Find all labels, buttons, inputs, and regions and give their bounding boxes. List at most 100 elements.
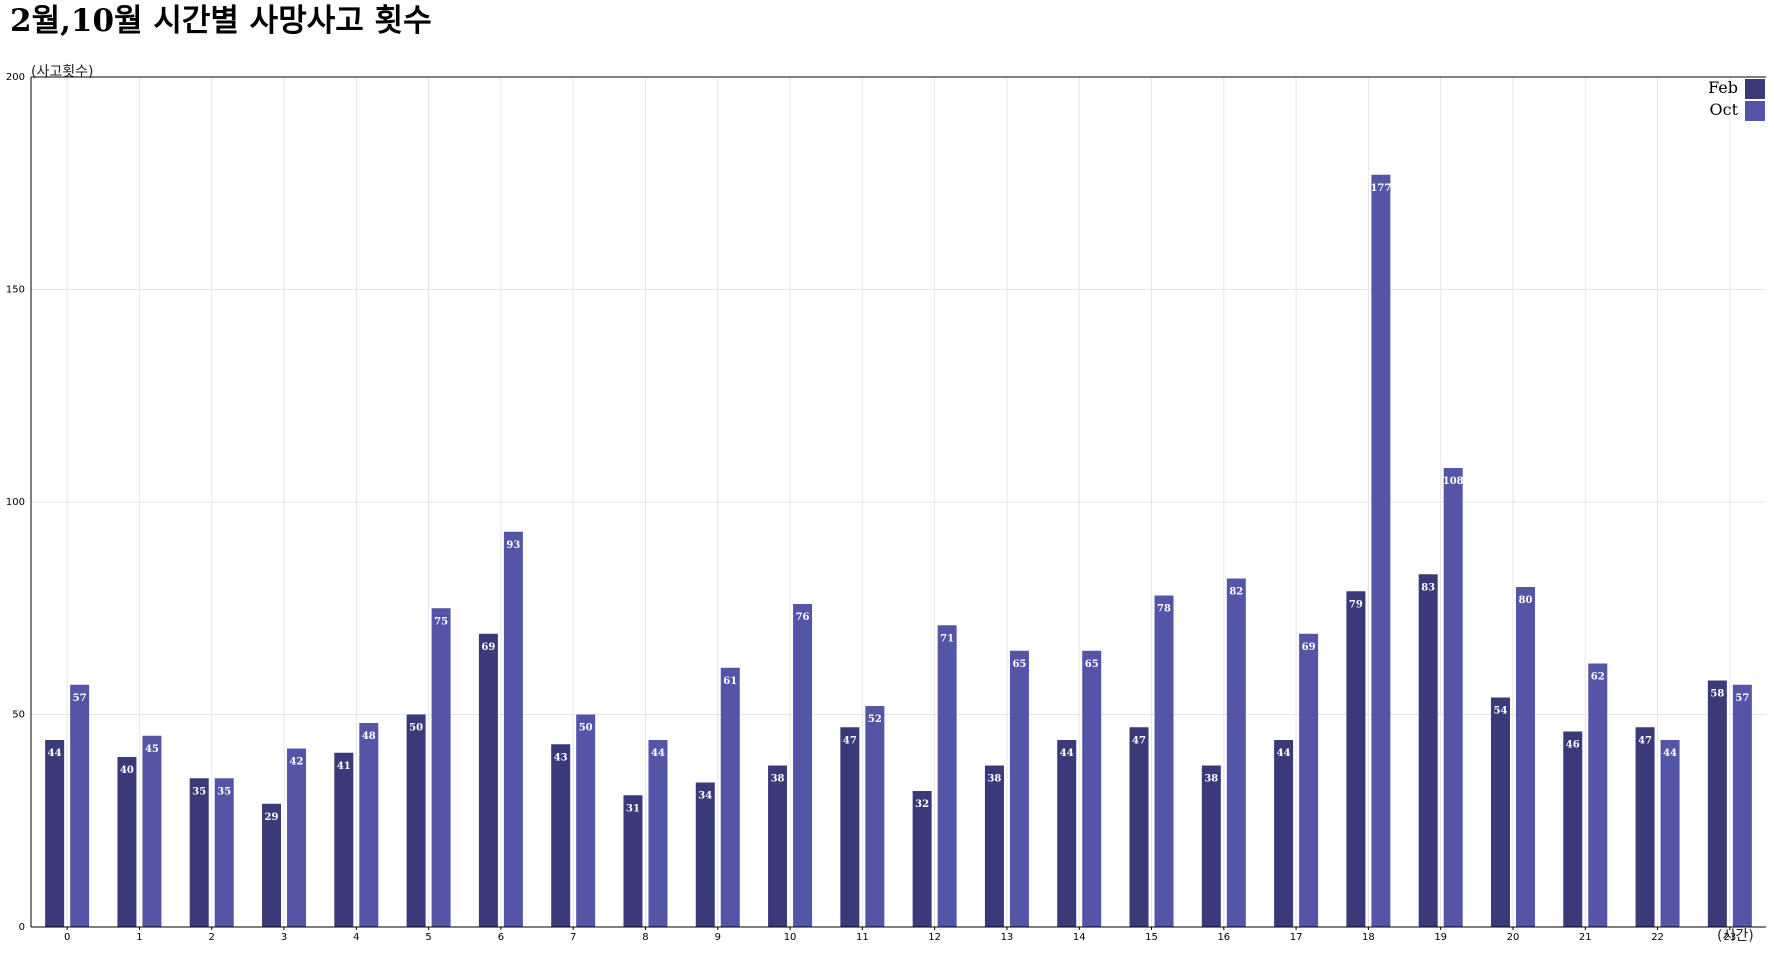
bar-value-label: 32 (915, 799, 929, 810)
bar-value-label: 69 (481, 642, 495, 653)
bar-value-label: 44 (1060, 748, 1074, 759)
bar-value-label: 35 (192, 786, 206, 797)
bar-value-label: 34 (698, 791, 712, 802)
bar-value-label: 62 (1591, 672, 1605, 683)
bar-oct-14 (1082, 650, 1102, 927)
bar-feb-1 (117, 757, 137, 927)
bar-oct-11 (865, 706, 885, 927)
bar-value-label: 44 (1663, 748, 1677, 759)
y-tick-label: 50 (12, 710, 25, 721)
bar-value-label: 50 (579, 723, 593, 734)
bar-value-label: 44 (651, 748, 665, 759)
x-tick-label: 5 (425, 932, 431, 943)
bars: 44 57 40 45 35 35 29 42 41 48 50 75 69 93 43 50 31 44 34 61… (45, 174, 1752, 927)
bar-value-label: 46 (1566, 740, 1580, 751)
x-tick-label: 4 (353, 932, 359, 943)
bar-oct-19 (1443, 468, 1463, 927)
bar-feb-21 (1563, 731, 1583, 927)
bar-feb-3 (262, 803, 282, 927)
bar-value-label: 82 (1229, 587, 1243, 598)
bar-value-label: 45 (145, 744, 159, 755)
bar-feb-20 (1490, 697, 1510, 927)
bar-value-label: 58 (1710, 689, 1724, 700)
x-tick-label: 16 (1217, 932, 1230, 943)
bar-oct-16 (1226, 578, 1246, 927)
bar-oct-17 (1299, 633, 1319, 927)
bar-feb-7 (551, 744, 571, 927)
legend-swatch-oct (1745, 101, 1765, 121)
x-tick-label: 21 (1579, 932, 1592, 943)
bar-value-label: 44 (48, 748, 62, 759)
bar-oct-6 (503, 531, 523, 927)
bar-value-label: 80 (1519, 595, 1533, 606)
bar-value-label: 40 (120, 765, 134, 776)
y-tick-label: 100 (6, 497, 25, 508)
bar-oct-0 (70, 684, 90, 927)
bar-oct-7 (576, 714, 596, 927)
bar-oct-10 (793, 604, 813, 927)
bar-value-label: 75 (434, 616, 448, 627)
bar-oct-15 (1154, 595, 1174, 927)
bar-feb-0 (45, 740, 65, 927)
x-tick-label: 2 (209, 932, 215, 943)
bar-value-label: 41 (337, 761, 351, 772)
x-tick-label: 18 (1362, 932, 1375, 943)
bar-feb-6 (478, 633, 498, 927)
x-tick-label: 7 (570, 932, 576, 943)
bar-value-label: 48 (362, 731, 376, 742)
bar-oct-2 (214, 778, 234, 927)
bar-value-label: 57 (1735, 693, 1749, 704)
x-tick-label: 3 (281, 932, 287, 943)
x-tick-label: 23 (1723, 932, 1736, 943)
x-tick-label: 9 (715, 932, 721, 943)
bar-feb-14 (1057, 740, 1077, 927)
legend-label-oct: Oct (1709, 100, 1738, 119)
bar-feb-15 (1129, 727, 1149, 927)
x-tick-label: 0 (64, 932, 70, 943)
bar-value-label: 31 (626, 803, 640, 814)
bar-oct-9 (720, 667, 740, 927)
bar-oct-22 (1660, 740, 1680, 927)
legend-label-feb: Feb (1708, 78, 1738, 97)
x-tick-label: 15 (1145, 932, 1158, 943)
bar-feb-5 (406, 714, 426, 927)
bar-feb-12 (912, 791, 932, 927)
bar-value-label: 93 (506, 540, 520, 551)
bar-oct-8 (648, 740, 668, 927)
x-tick-label: 6 (498, 932, 504, 943)
bar-feb-13 (984, 765, 1004, 927)
y-tick-label: 150 (6, 285, 25, 296)
bar-value-label: 71 (940, 633, 954, 644)
bar-value-label: 47 (843, 735, 857, 746)
bar-oct-23 (1732, 684, 1752, 927)
bar-value-label: 78 (1157, 604, 1171, 615)
bar-feb-18 (1346, 591, 1366, 927)
bar-value-label: 43 (554, 752, 568, 763)
y-tick-label: 0 (19, 922, 25, 933)
bar-value-label: 38 (771, 774, 785, 785)
bar-value-label: 47 (1638, 735, 1652, 746)
bar-feb-11 (840, 727, 860, 927)
x-tick-label: 11 (856, 932, 869, 943)
x-tick-label: 20 (1507, 932, 1520, 943)
bar-feb-17 (1274, 740, 1294, 927)
x-axis-label: (시간) (1717, 928, 1754, 944)
bar-value-label: 177 (1370, 183, 1391, 194)
bar-feb-16 (1201, 765, 1221, 927)
bar-oct-12 (937, 625, 957, 927)
bar-value-label: 29 (265, 812, 279, 823)
bar-value-label: 79 (1349, 599, 1363, 610)
x-tick-label: 8 (642, 932, 648, 943)
y-tick-label: 200 (6, 72, 25, 83)
bar-value-label: 65 (1012, 659, 1026, 670)
bar-value-label: 47 (1132, 735, 1146, 746)
bar-value-label: 76 (796, 612, 810, 623)
bar-oct-21 (1588, 663, 1608, 927)
x-tick-label: 13 (1001, 932, 1014, 943)
chart-title: 2월,10월 시간별 사망사고 횟수 (10, 3, 432, 39)
bar-value-label: 83 (1421, 582, 1435, 593)
bar-value-label: 44 (1277, 748, 1291, 759)
bar-feb-10 (768, 765, 788, 927)
bar-value-label: 65 (1085, 659, 1099, 670)
x-tick-label: 14 (1073, 932, 1086, 943)
